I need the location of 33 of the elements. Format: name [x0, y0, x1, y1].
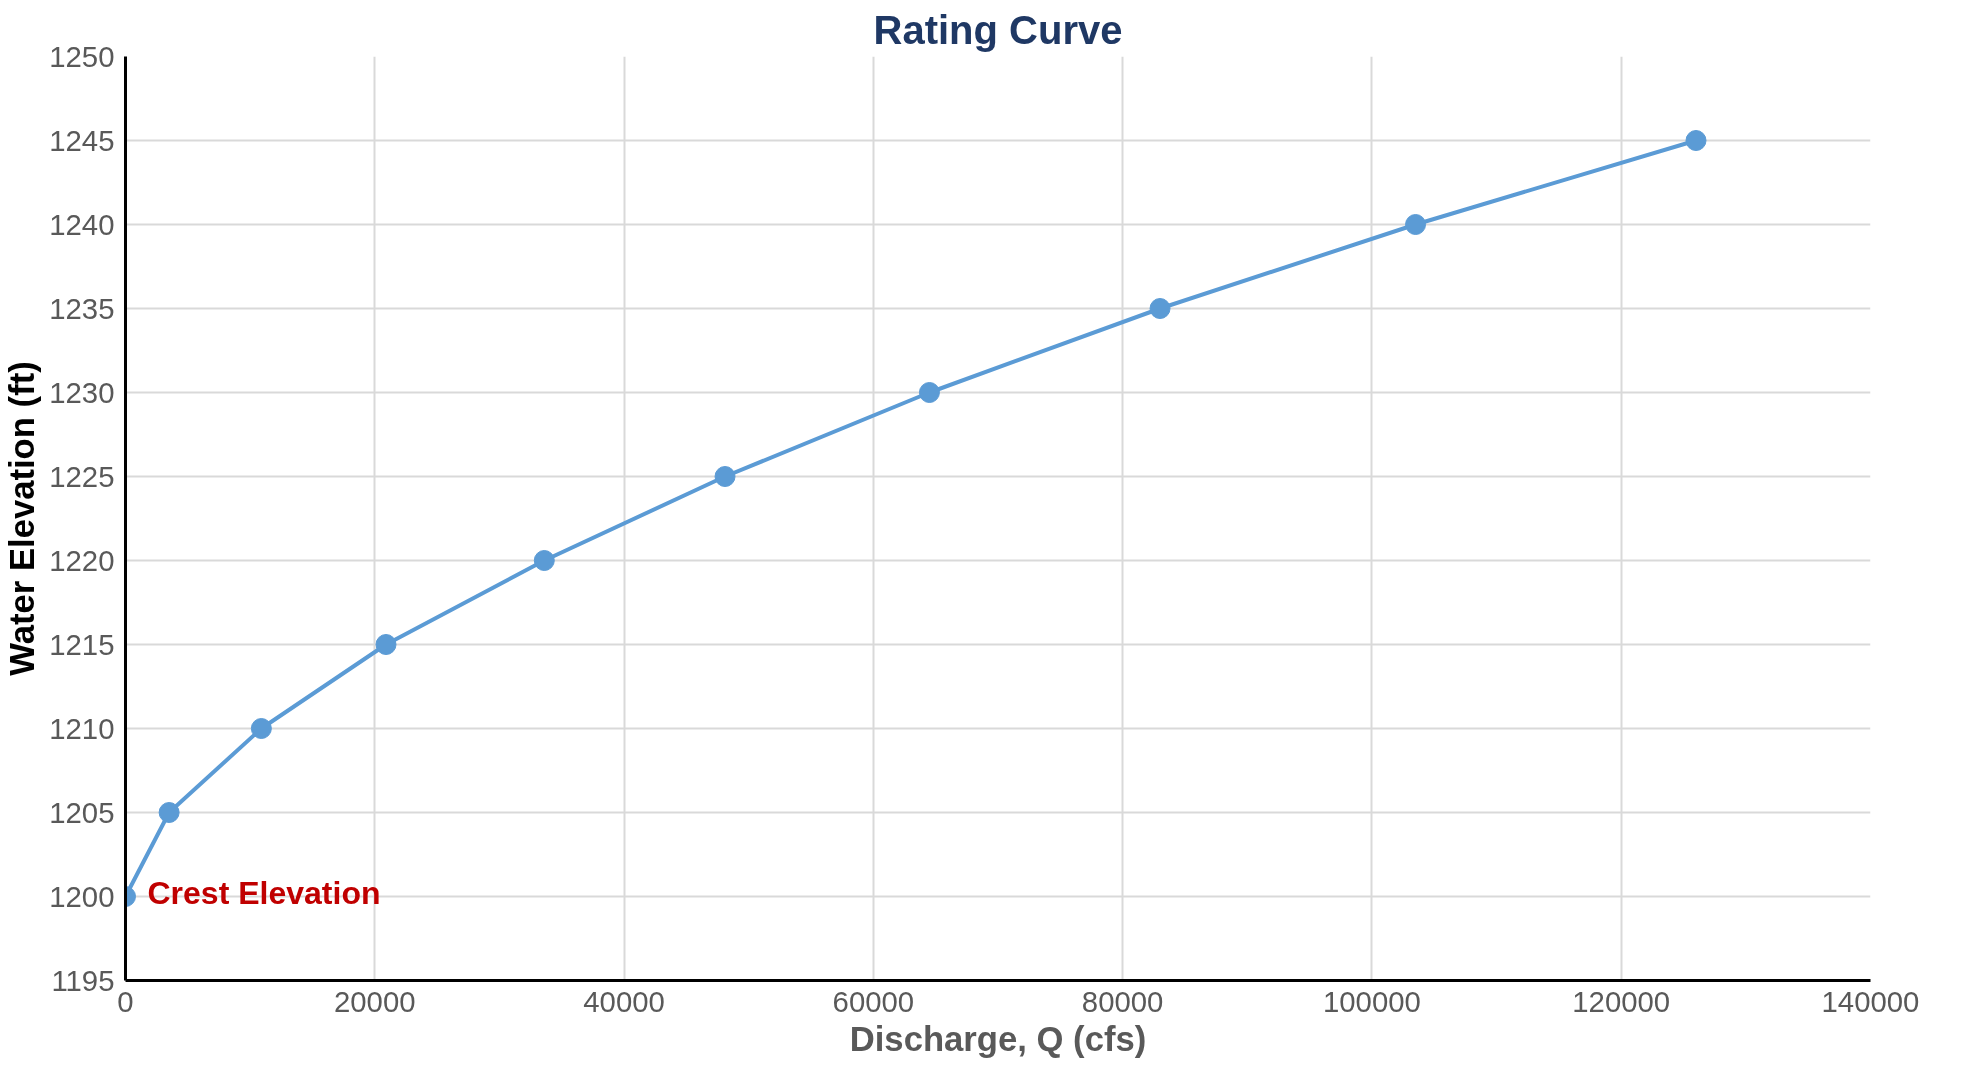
x-tick-label: 0 [117, 984, 134, 1018]
y-tick-label: 1240 [49, 207, 115, 241]
y-tick-label: 1225 [49, 459, 115, 493]
y-tick-label: 1230 [49, 375, 115, 409]
annotation: Crest Elevation [147, 874, 381, 911]
y-tick-label: 1220 [49, 543, 115, 577]
y-axis-title: Water Elevation (ft) [3, 361, 42, 676]
point [250, 718, 272, 739]
x-axis-title: Discharge, Q (cfs) [849, 1019, 1147, 1058]
x-tick-label: 80000 [1081, 984, 1164, 1018]
y-tick-label: 1200 [49, 879, 115, 913]
chart-title: Rating Curve [873, 7, 1123, 52]
y-tick-label: 1215 [49, 627, 115, 661]
point [1685, 130, 1707, 151]
y-tick-label: 1210 [49, 711, 115, 745]
x-tick-label: 120000 [1572, 984, 1671, 1018]
x-tick-label: 60000 [832, 984, 915, 1018]
x-tick-label: 40000 [583, 984, 665, 1018]
y-tick-label: 1235 [49, 291, 115, 325]
y-tick-label: 1245 [49, 123, 115, 157]
x-tick-label: 140000 [1821, 984, 1920, 1018]
point [918, 382, 940, 403]
x-tick-label: 100000 [1323, 984, 1421, 1018]
point [158, 802, 180, 823]
y-tick-label: 1205 [49, 795, 115, 829]
y-tick-label: 1250 [49, 39, 115, 73]
point [1149, 298, 1171, 319]
point [533, 550, 555, 571]
point [375, 634, 397, 655]
point [714, 466, 736, 487]
x-tick-label: 20000 [334, 984, 416, 1018]
point [1405, 214, 1427, 235]
y-tick-label: 1195 [51, 963, 115, 997]
